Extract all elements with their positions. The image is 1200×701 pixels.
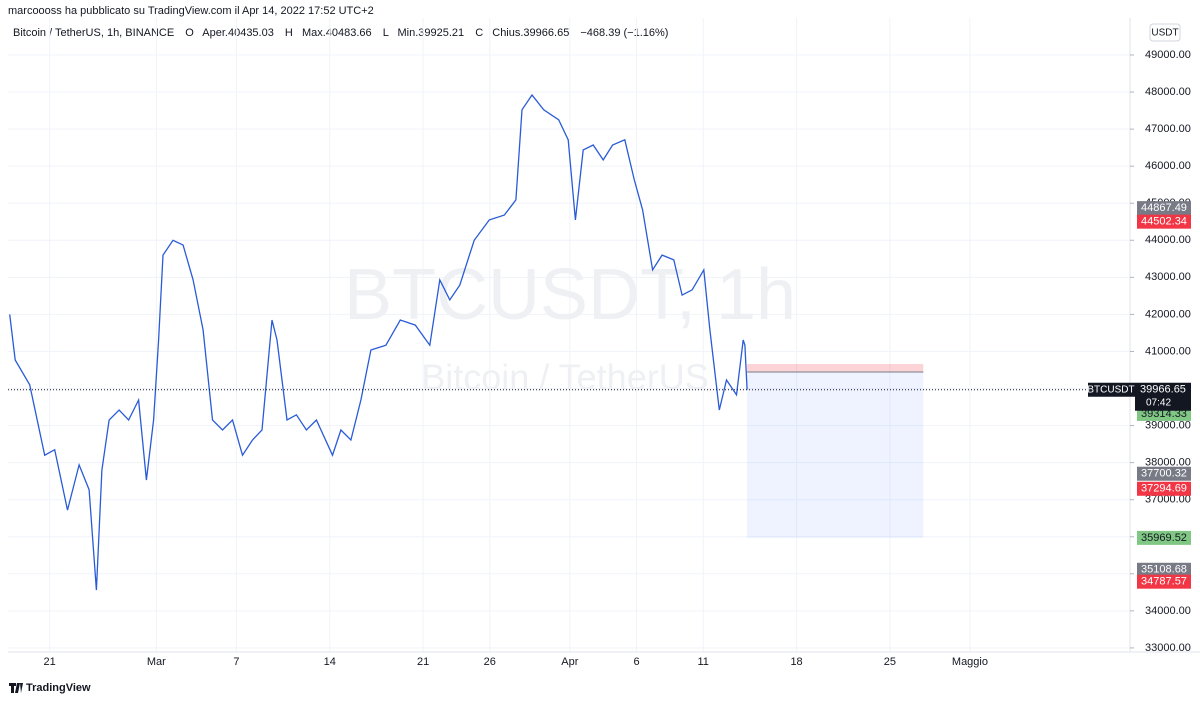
price-label: 34787.57 bbox=[1141, 576, 1187, 588]
last-price: 39966.65 bbox=[1140, 384, 1186, 396]
y-tick-label: 46000.00 bbox=[1145, 160, 1191, 172]
legend-item: H bbox=[285, 27, 293, 39]
x-tick-label: 21 bbox=[417, 656, 429, 668]
y-tick-label: 33000.00 bbox=[1145, 642, 1191, 654]
y-tick-label: 37000.00 bbox=[1145, 494, 1191, 506]
price-label: 35108.68 bbox=[1141, 564, 1187, 576]
last-price-box bbox=[1135, 382, 1191, 411]
x-tick-label: 14 bbox=[324, 656, 336, 668]
y-tick-label: 48000.00 bbox=[1145, 86, 1191, 98]
y-tick-label: 39000.00 bbox=[1145, 419, 1191, 431]
legend-item: L bbox=[383, 27, 389, 39]
price-label-box bbox=[1137, 201, 1191, 216]
y-tick-label: 43000.00 bbox=[1145, 271, 1191, 283]
y-tick-label: 44000.00 bbox=[1145, 234, 1191, 246]
x-tick-label: 26 bbox=[484, 656, 496, 668]
price-line bbox=[9, 93, 748, 591]
legend-title: Bitcoin / TetherUS, 1h, BINANCE bbox=[13, 27, 174, 39]
currency[interactable]: USDT bbox=[1151, 28, 1178, 39]
publisher-line: marcoooss ha pubblicato su TradingView.c… bbox=[8, 5, 374, 17]
watermark-description: Bitcoin / TetherUS bbox=[421, 357, 708, 398]
y-tick-label: 42000.00 bbox=[1145, 308, 1191, 320]
x-tick-label: Mar bbox=[147, 656, 166, 668]
y-tick-label: 49000.00 bbox=[1145, 49, 1191, 61]
price-label-box bbox=[1137, 530, 1191, 545]
price-label: 37700.32 bbox=[1141, 468, 1187, 480]
position-stop-zone bbox=[747, 363, 924, 372]
price-label: 35969.52 bbox=[1141, 532, 1187, 544]
y-tick-label: 38000.00 bbox=[1145, 457, 1191, 469]
x-tick-label: Maggio bbox=[952, 656, 988, 668]
symbol-box bbox=[1088, 382, 1135, 397]
price-label: 44867.49 bbox=[1141, 202, 1187, 214]
legend-item: O bbox=[185, 27, 194, 39]
countdown: 07:42 bbox=[1146, 397, 1171, 408]
x-tick-label: 11 bbox=[697, 656, 708, 668]
y-tick-label: 41000.00 bbox=[1145, 345, 1191, 357]
legend-item: Max.40483.66 bbox=[302, 27, 372, 39]
price-label: 44502.34 bbox=[1141, 216, 1187, 228]
legend-item: Chius.39966.65 bbox=[492, 27, 569, 39]
legend-item: Min.39925.21 bbox=[398, 27, 465, 39]
x-tick-label: 6 bbox=[633, 656, 639, 668]
x-tick-label: 21 bbox=[44, 656, 56, 668]
price-label-box bbox=[1137, 466, 1191, 481]
legend-item: C bbox=[475, 27, 483, 39]
position-target-zone bbox=[747, 371, 924, 538]
x-tick-label: 18 bbox=[790, 656, 802, 668]
price-label-box bbox=[1137, 214, 1191, 229]
logo bbox=[9, 683, 23, 693]
x-tick-label: Apr bbox=[561, 656, 578, 668]
watermark-symbol: BTCUSDT, 1h bbox=[344, 255, 796, 335]
y-tick-label: 47000.00 bbox=[1145, 123, 1191, 135]
price-label-box bbox=[1137, 481, 1191, 496]
currency-button[interactable] bbox=[1149, 23, 1181, 42]
price-label-box bbox=[1137, 562, 1191, 577]
legend: Bitcoin / TetherUS, 1h, BINANCE O Aper.4… bbox=[13, 27, 668, 39]
brand: TradingView bbox=[26, 682, 91, 694]
x-tick-label: 25 bbox=[884, 656, 896, 668]
legend-item: −468.39 (−1.16%) bbox=[580, 27, 668, 39]
plot bbox=[8, 18, 1130, 652]
y-tick-label: 34000.00 bbox=[1145, 605, 1191, 617]
legend-item: Aper.40435.03 bbox=[202, 27, 274, 39]
symbol-label: BTCUSDT bbox=[1087, 384, 1134, 395]
x-tick-label: 7 bbox=[233, 656, 239, 668]
price-label: 39314.33 bbox=[1141, 408, 1187, 420]
price-label: 37294.69 bbox=[1141, 483, 1187, 495]
price-label-box bbox=[1137, 574, 1191, 589]
